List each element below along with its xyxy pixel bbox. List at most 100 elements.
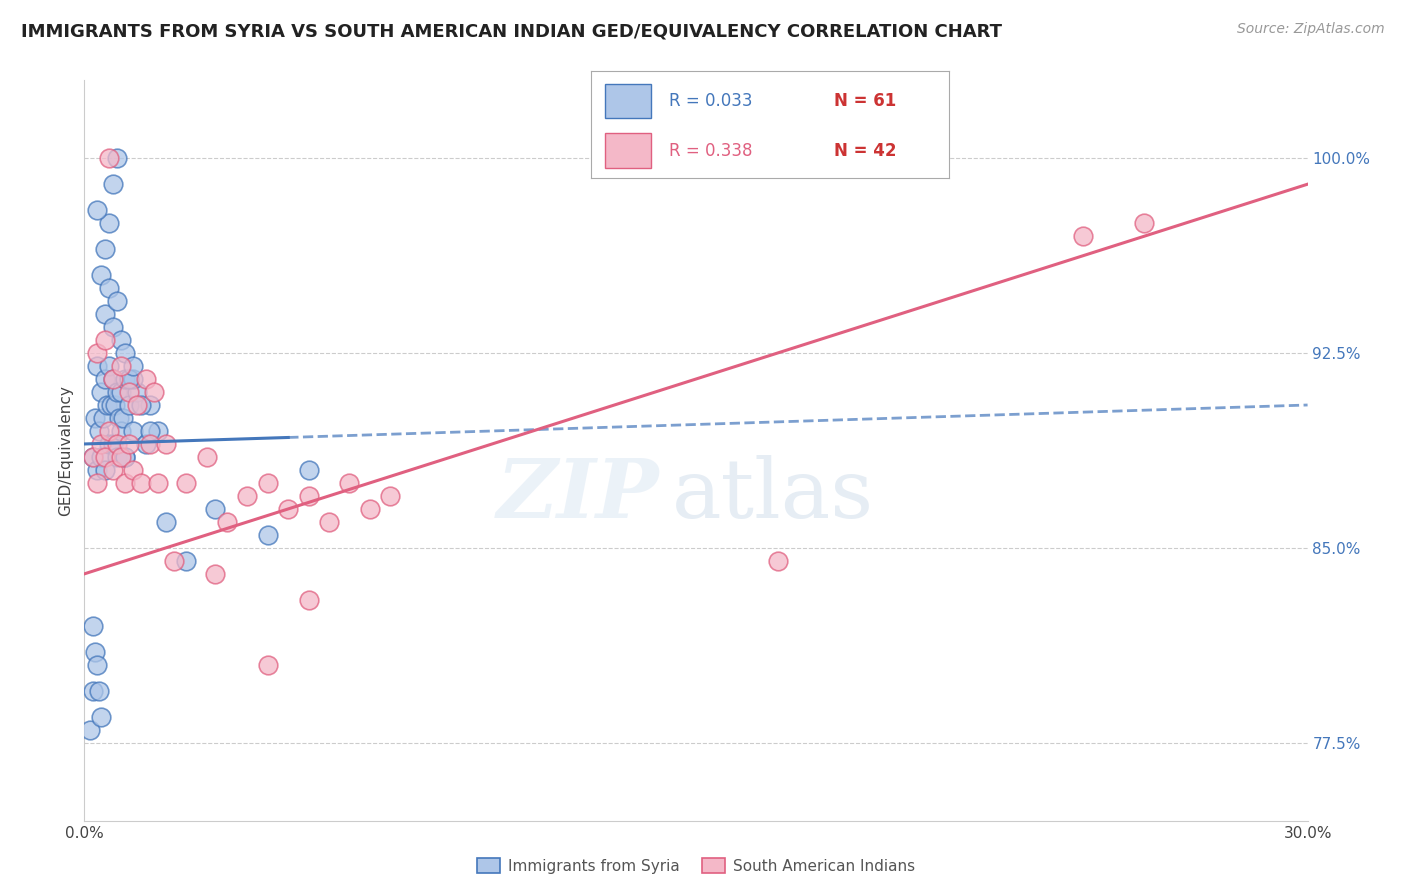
Legend: Immigrants from Syria, South American Indians: Immigrants from Syria, South American In… bbox=[471, 852, 921, 880]
Point bbox=[101, 372, 124, 386]
Point bbox=[359, 502, 381, 516]
Point bbox=[86, 203, 108, 218]
Point bbox=[131, 398, 153, 412]
Point bbox=[766, 554, 789, 568]
Point bbox=[112, 411, 135, 425]
Point bbox=[118, 372, 141, 386]
Point bbox=[204, 566, 226, 581]
Point bbox=[110, 333, 132, 347]
Point bbox=[82, 450, 104, 464]
Point bbox=[93, 307, 115, 321]
Point bbox=[118, 398, 141, 412]
Point bbox=[97, 424, 120, 438]
Point bbox=[90, 384, 112, 399]
Point bbox=[118, 384, 141, 399]
Point bbox=[122, 424, 145, 438]
Point bbox=[101, 177, 124, 191]
Point bbox=[110, 424, 132, 438]
Point bbox=[127, 384, 149, 399]
Point bbox=[114, 372, 136, 386]
Point bbox=[204, 502, 226, 516]
Point bbox=[174, 554, 197, 568]
Point bbox=[79, 723, 101, 737]
Point bbox=[195, 450, 218, 464]
Text: IMMIGRANTS FROM SYRIA VS SOUTH AMERICAN INDIAN GED/EQUIVALENCY CORRELATION CHART: IMMIGRANTS FROM SYRIA VS SOUTH AMERICAN … bbox=[21, 22, 1002, 40]
Point bbox=[86, 346, 108, 360]
Point bbox=[110, 359, 132, 373]
Text: R = 0.033: R = 0.033 bbox=[669, 93, 752, 111]
Point bbox=[86, 657, 108, 672]
Point bbox=[83, 411, 105, 425]
Point bbox=[122, 463, 145, 477]
Point bbox=[114, 475, 136, 490]
Point bbox=[105, 450, 128, 464]
Point bbox=[86, 463, 108, 477]
Point bbox=[101, 372, 124, 386]
Point bbox=[131, 475, 153, 490]
Point bbox=[277, 502, 299, 516]
Point bbox=[82, 450, 104, 464]
Point bbox=[96, 398, 118, 412]
Point bbox=[146, 424, 169, 438]
Point bbox=[127, 398, 149, 412]
Point bbox=[93, 463, 115, 477]
Point bbox=[105, 294, 128, 309]
Point bbox=[101, 463, 124, 477]
Point bbox=[146, 475, 169, 490]
Bar bbox=[605, 84, 651, 119]
Point bbox=[174, 475, 197, 490]
Text: N = 61: N = 61 bbox=[834, 93, 897, 111]
Point bbox=[118, 437, 141, 451]
Point bbox=[138, 424, 160, 438]
Point bbox=[110, 450, 132, 464]
Point bbox=[82, 683, 104, 698]
Point bbox=[257, 475, 280, 490]
Point bbox=[135, 372, 157, 386]
Point bbox=[90, 450, 112, 464]
Point bbox=[122, 359, 145, 373]
Text: ZIP: ZIP bbox=[496, 455, 659, 535]
Point bbox=[97, 216, 120, 230]
Point bbox=[257, 528, 280, 542]
Point bbox=[380, 489, 402, 503]
Text: atlas: atlas bbox=[672, 455, 873, 535]
Point bbox=[90, 710, 112, 724]
Point bbox=[97, 151, 120, 165]
Point bbox=[114, 346, 136, 360]
Point bbox=[298, 489, 321, 503]
Point bbox=[97, 359, 120, 373]
Point bbox=[142, 384, 165, 399]
Point bbox=[105, 151, 128, 165]
Point bbox=[1073, 229, 1095, 244]
Text: R = 0.338: R = 0.338 bbox=[669, 142, 752, 160]
Point bbox=[97, 281, 120, 295]
Point bbox=[93, 242, 115, 256]
Point bbox=[110, 384, 132, 399]
Point bbox=[138, 437, 160, 451]
Point bbox=[97, 437, 120, 451]
Text: N = 42: N = 42 bbox=[834, 142, 897, 160]
Point bbox=[298, 592, 321, 607]
Point bbox=[339, 475, 361, 490]
Point bbox=[86, 475, 108, 490]
Point bbox=[257, 657, 280, 672]
Point bbox=[100, 398, 122, 412]
Point bbox=[87, 424, 110, 438]
Point bbox=[138, 398, 160, 412]
Point bbox=[163, 554, 186, 568]
Point bbox=[93, 372, 115, 386]
Point bbox=[217, 515, 239, 529]
Point bbox=[135, 437, 157, 451]
Point bbox=[93, 333, 115, 347]
Bar bbox=[605, 134, 651, 168]
Point bbox=[114, 450, 136, 464]
Point bbox=[83, 645, 105, 659]
Point bbox=[90, 437, 112, 451]
Point bbox=[82, 619, 104, 633]
Point bbox=[93, 450, 115, 464]
Point bbox=[86, 359, 108, 373]
Point bbox=[104, 398, 127, 412]
Point bbox=[114, 450, 136, 464]
Point bbox=[87, 683, 110, 698]
Point bbox=[105, 384, 128, 399]
